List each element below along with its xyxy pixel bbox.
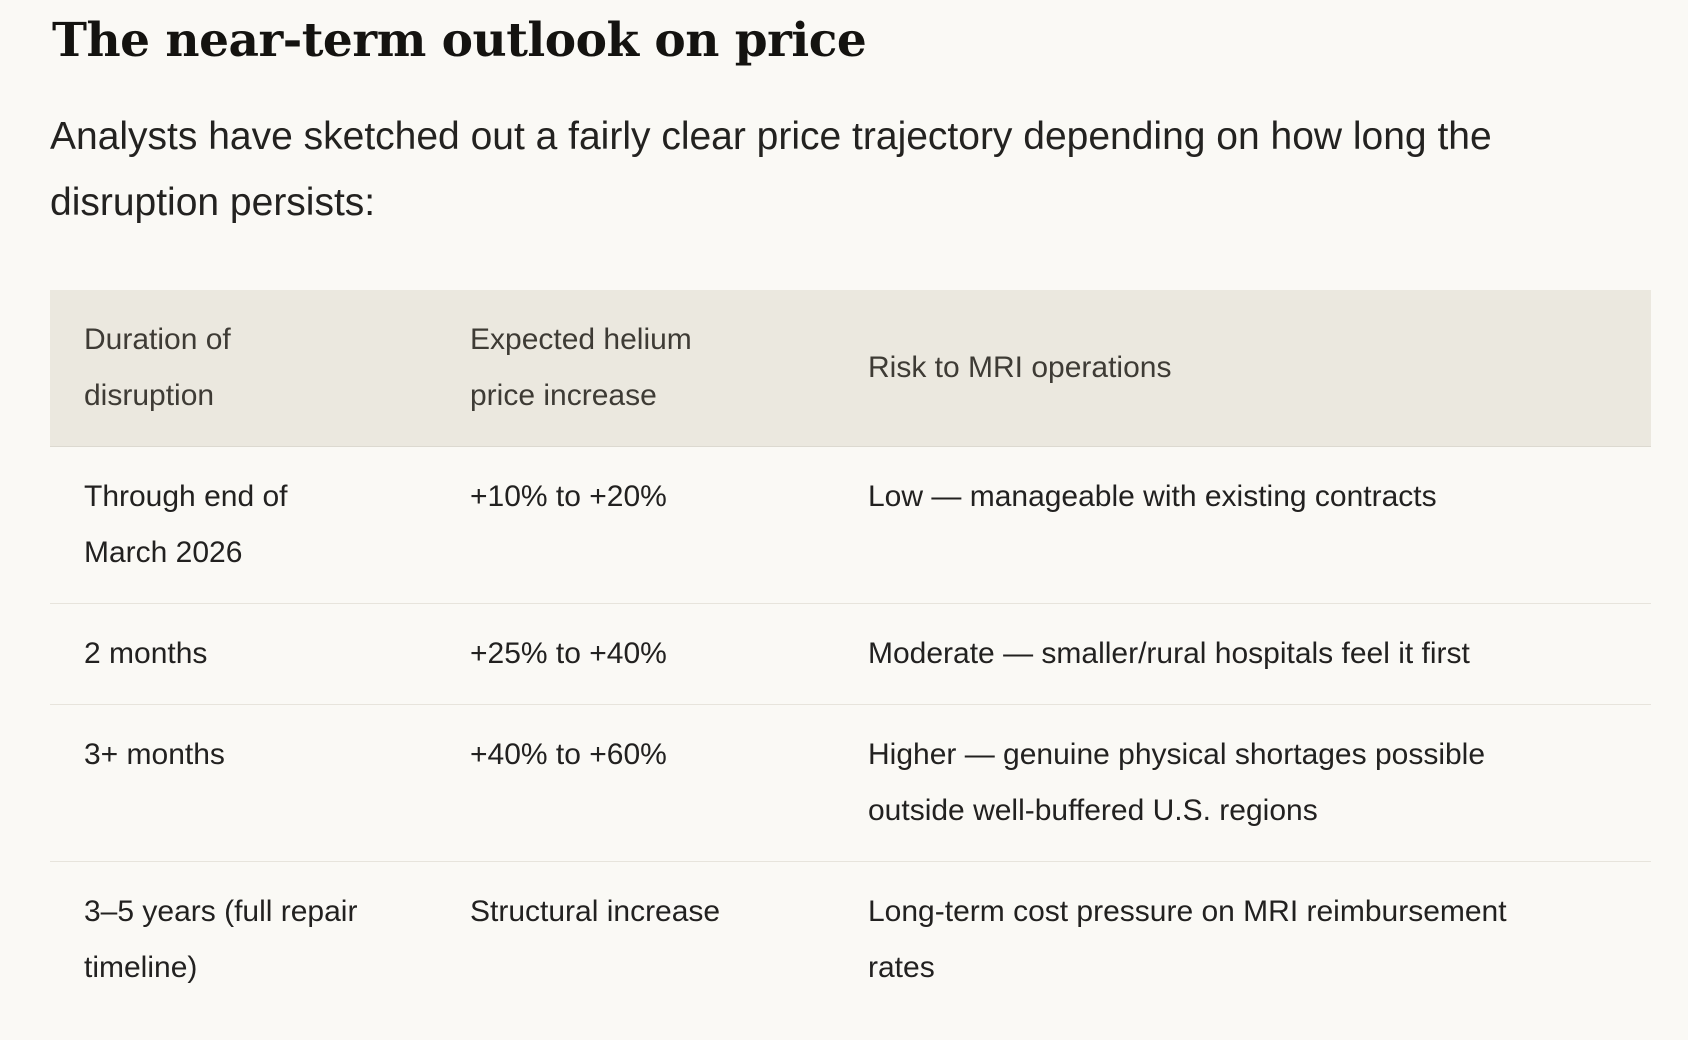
- article-content: The near-term outlook on price Analysts …: [50, 13, 1651, 1018]
- table-header: Duration of disruption Expected helium p…: [50, 290, 1651, 447]
- table-row: Through end of March 2026 +10% to +20% L…: [50, 447, 1651, 604]
- cell-duration: Through end of March 2026: [84, 480, 288, 569]
- cell-risk: Moderate — smaller/rural hospitals feel …: [868, 603, 1651, 705]
- column-header-risk: Risk to MRI operations: [868, 290, 1651, 447]
- cell-risk: Higher — genuine physical shortages poss…: [868, 704, 1651, 862]
- cell-risk: Low — manageable with existing contracts: [868, 480, 1437, 513]
- cell-duration: 3+ months: [50, 704, 470, 862]
- table-row: 3+ months +40% to +60% Higher — genuine …: [50, 704, 1651, 862]
- column-header-price-increase: Expected helium price increase: [470, 290, 868, 447]
- column-header-duration: Duration of disruption: [50, 290, 470, 447]
- table-row: 2 months +25% to +40% Moderate — smaller…: [50, 603, 1651, 705]
- cell-price-increase: Structural increase: [470, 861, 868, 1018]
- intro-paragraph: Analysts have sketched out a fairly clea…: [50, 115, 1492, 224]
- cell-risk: Long-term cost pressure on MRI reimburse…: [868, 861, 1651, 1018]
- table-header-row: Duration of disruption Expected helium p…: [50, 290, 1651, 447]
- price-outlook-table-body: Through end of March 2026 +10% to +20% L…: [50, 447, 1651, 1018]
- section-heading: The near-term outlook on price: [52, 13, 867, 68]
- price-outlook-table: Duration of disruption Expected helium p…: [50, 290, 1651, 1018]
- cell-duration: 3–5 years (full repair timeline): [50, 861, 470, 1018]
- table-row: 3–5 years (full repair timeline) Structu…: [50, 861, 1651, 1018]
- cell-price-increase: +25% to +40%: [470, 603, 868, 705]
- cell-duration: 2 months: [50, 603, 470, 705]
- cell-price-increase: +10% to +20%: [470, 480, 667, 513]
- cell-price-increase: +40% to +60%: [470, 704, 868, 862]
